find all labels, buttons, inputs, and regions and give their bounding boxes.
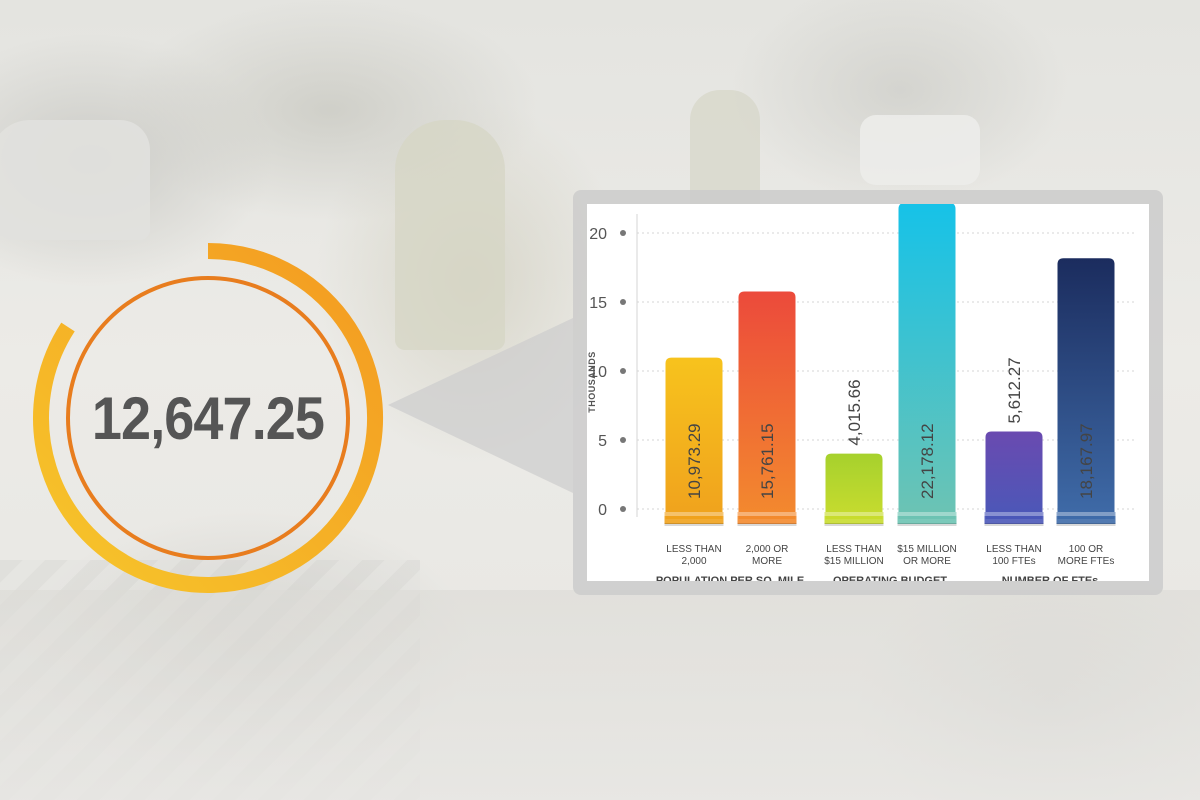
category-label: LESS THAN <box>666 544 721 555</box>
bar-base-shadow <box>824 523 884 526</box>
bar-value-label: 18,167.97 <box>1077 423 1096 499</box>
y-tick-label: 5 <box>598 433 607 450</box>
bar-base-shine <box>664 512 724 516</box>
y-axis-label: THOUSANDS <box>587 351 597 413</box>
bar <box>1057 258 1115 519</box>
bar-value-label: 10,973.29 <box>685 423 704 499</box>
group-label: POPULATION PER SQ. MILE <box>656 575 804 581</box>
bar-base-shine <box>897 512 957 516</box>
bar <box>665 357 723 519</box>
bar-base <box>984 512 1044 524</box>
category-label: $15 MILLION <box>897 544 956 555</box>
bar-base <box>897 512 957 524</box>
bar-base-shadow <box>897 523 957 526</box>
bar-value-label: 5,612.27 <box>1005 357 1024 423</box>
pointer-arrow <box>388 318 573 493</box>
bar <box>985 431 1043 519</box>
bar-base-shadow <box>737 523 797 526</box>
y-tick-label: 0 <box>598 502 607 519</box>
category-label: LESS THAN <box>826 544 881 555</box>
headline-ring: 12,647.25 <box>28 238 388 598</box>
bar <box>738 291 796 519</box>
bar-base <box>737 512 797 524</box>
category-label: 100 OR <box>1069 544 1103 555</box>
bar-value-label: 4,015.66 <box>845 379 864 445</box>
bar-base <box>824 512 884 524</box>
ring-graphic <box>33 243 383 593</box>
tick-dot <box>620 299 626 305</box>
bar-base <box>664 512 724 524</box>
bar-base-shadow <box>1056 523 1116 526</box>
category-label: OR MORE <box>903 556 951 567</box>
bar-base-shadow <box>984 523 1044 526</box>
inner-ring <box>66 276 350 560</box>
tick-dot <box>620 506 626 512</box>
bar <box>898 204 956 519</box>
category-label: 100 FTEs <box>992 556 1035 567</box>
category-label: MORE <box>752 556 782 567</box>
tick-dot <box>620 230 626 236</box>
category-label: MORE FTEs <box>1058 556 1115 567</box>
bar-value-label: 22,178.12 <box>918 423 937 499</box>
bar-base-shine <box>737 512 797 516</box>
category-label: 2,000 <box>681 556 706 567</box>
bar-base-shine <box>984 512 1044 516</box>
y-tick-label: 10 <box>589 364 607 381</box>
tick-dot <box>620 368 626 374</box>
bar-base-shine <box>824 512 884 516</box>
y-tick-label: 15 <box>589 295 607 312</box>
bar-base <box>1056 512 1116 524</box>
outer-arc <box>33 243 383 593</box>
tick-dot <box>620 437 626 443</box>
bar-base-shine <box>1056 512 1116 516</box>
y-tick-label: 20 <box>589 226 607 243</box>
bar <box>825 453 883 519</box>
category-label: LESS THAN <box>986 544 1041 555</box>
bar-base-shadow <box>664 523 724 526</box>
group-label: OPERATING BUDGET <box>833 575 947 581</box>
category-label: $15 MILLION <box>824 556 883 567</box>
bar-value-label: 15,761.15 <box>758 423 777 499</box>
headline-value: 12,647.25 <box>91 384 325 452</box>
category-label: 2,000 OR <box>746 544 789 555</box>
group-label: NUMBER OF FTEs <box>1002 575 1099 581</box>
